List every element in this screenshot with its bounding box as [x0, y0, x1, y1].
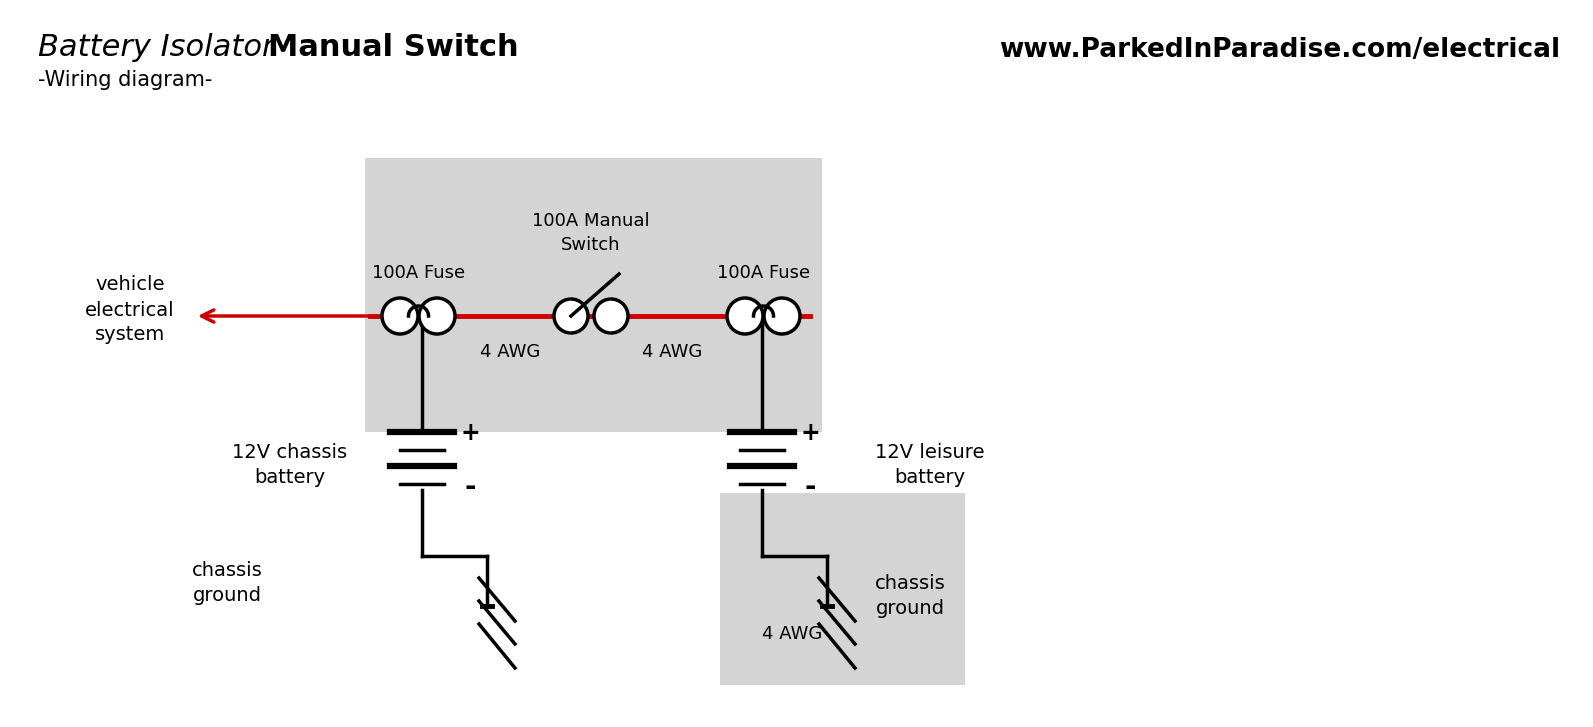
Text: 100A Fuse: 100A Fuse: [371, 264, 465, 282]
Text: 12V chassis
battery: 12V chassis battery: [233, 443, 347, 487]
Bar: [365, 158, 822, 432]
Circle shape: [726, 298, 763, 334]
Bar: [720, 493, 965, 685]
Circle shape: [594, 299, 628, 333]
Text: Battery Isolator: Battery Isolator: [38, 33, 284, 62]
Circle shape: [765, 298, 800, 334]
Text: +: +: [800, 421, 820, 445]
Circle shape: [554, 299, 588, 333]
Text: Manual Switch: Manual Switch: [268, 33, 519, 62]
Text: +: +: [460, 421, 479, 445]
Text: chassis
ground: chassis ground: [191, 561, 263, 605]
Text: 4 AWG: 4 AWG: [761, 625, 822, 643]
Text: 4 AWG: 4 AWG: [642, 343, 703, 361]
Circle shape: [382, 298, 417, 334]
Text: -: -: [804, 473, 816, 501]
Circle shape: [419, 298, 456, 334]
Text: -Wiring diagram-: -Wiring diagram-: [38, 70, 212, 90]
Text: chassis
ground: chassis ground: [875, 574, 945, 618]
Text: www.ParkedInParadise.com/electrical: www.ParkedInParadise.com/electrical: [999, 37, 1560, 63]
Text: 4 AWG: 4 AWG: [479, 343, 540, 361]
Text: vehicle
electrical
system: vehicle electrical system: [84, 276, 175, 345]
Text: 12V leisure
battery: 12V leisure battery: [875, 443, 984, 487]
Text: 100A Fuse: 100A Fuse: [717, 264, 811, 282]
Text: -: -: [464, 473, 476, 501]
Text: 100A Manual
Switch: 100A Manual Switch: [532, 212, 650, 254]
